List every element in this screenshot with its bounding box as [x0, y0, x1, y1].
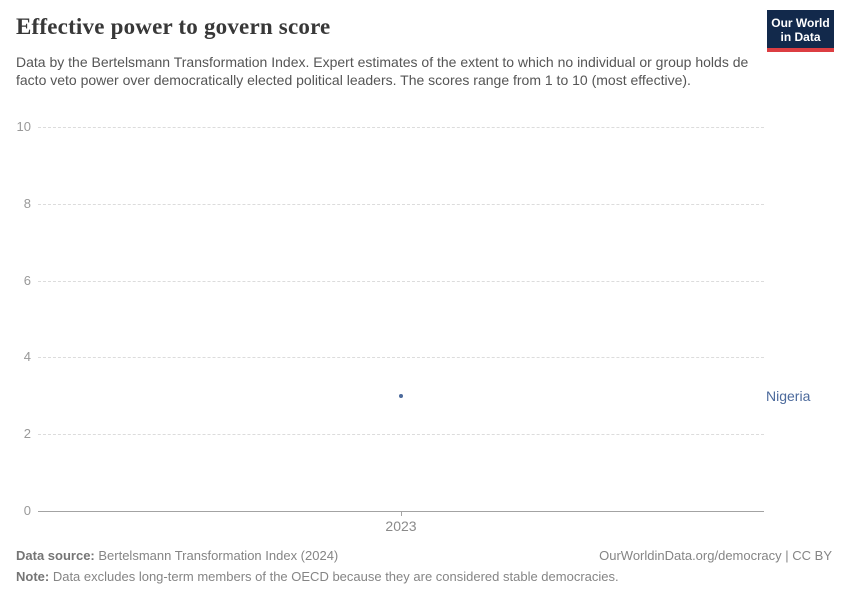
- note-value: Data excludes long-term members of the O…: [49, 569, 619, 584]
- note-line: Note: Data excludes long-term members of…: [16, 569, 832, 584]
- note-label: Note:: [16, 569, 50, 584]
- y-tick-label: 6: [23, 272, 31, 288]
- y-gridline: [38, 434, 764, 436]
- data-source-line: Data source: Bertelsmann Transformation …: [16, 548, 338, 563]
- chart-subtitle: Data by the Bertelsmann Transformation I…: [16, 54, 749, 88]
- y-gridline: [38, 280, 764, 282]
- x-tick-label: 2023: [385, 518, 417, 534]
- chart-title: Effective power to govern score: [16, 14, 331, 39]
- data-source-label: Data source:: [16, 548, 95, 563]
- y-gridline: [38, 357, 764, 359]
- owid-license-link[interactable]: OurWorldinData.org/democracy | CC BY: [599, 548, 832, 563]
- owid-logo-line2: in Data: [780, 30, 821, 44]
- owid-logo[interactable]: Our World in Data: [767, 10, 834, 52]
- series-label-nigeria[interactable]: Nigeria: [766, 387, 811, 404]
- y-gridline: [38, 127, 764, 128]
- y-tick-label: 2: [23, 426, 31, 442]
- y-tick-label: 8: [23, 195, 31, 211]
- y-tick-label: 4: [23, 349, 31, 365]
- owid-logo-line1: Our World: [771, 16, 830, 30]
- data-point[interactable]: [399, 393, 403, 398]
- chart-footer: Data source: Bertelsmann Transformation …: [16, 548, 832, 584]
- x-tick-mark: [401, 511, 402, 516]
- y-gridline: [38, 203, 764, 205]
- y-tick-label: 10: [16, 119, 31, 134]
- y-tick-label: 0: [23, 503, 31, 518]
- data-source-value: Bertelsmann Transformation Index (2024): [94, 548, 339, 563]
